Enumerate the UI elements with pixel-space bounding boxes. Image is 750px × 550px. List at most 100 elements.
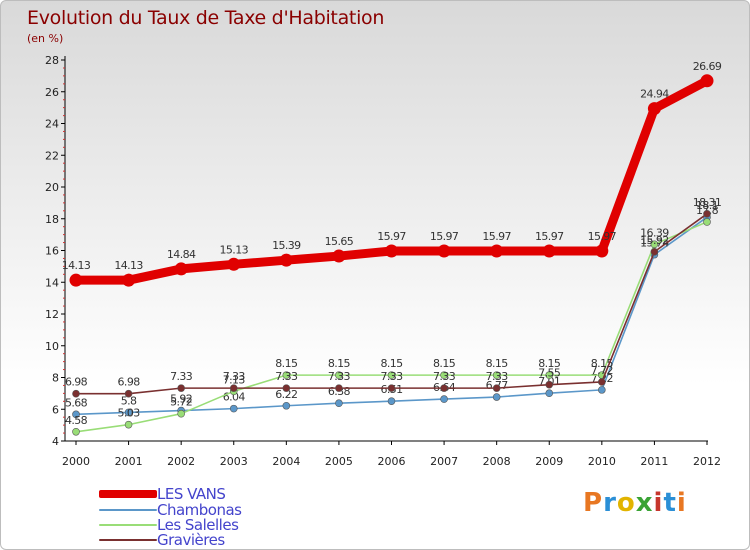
- data-point: [387, 384, 396, 392]
- data-point: [229, 404, 238, 413]
- x-tick-label: 2006: [378, 455, 406, 468]
- data-point: [545, 371, 554, 379]
- data-label: 15.97: [588, 230, 617, 243]
- data-label: 15.39: [272, 239, 301, 252]
- legend-item: Gravières: [99, 531, 259, 549]
- data-label: 15.92: [640, 234, 669, 247]
- data-label: 8.15: [538, 357, 561, 370]
- legend-item: LES VANS: [99, 485, 259, 503]
- x-tick-label: 2012: [693, 455, 721, 468]
- data-label: 7.33: [328, 370, 351, 383]
- y-tick-label: 24: [45, 118, 59, 131]
- data-label: 14.84: [167, 248, 196, 261]
- legend-label: Chambonas: [157, 501, 242, 519]
- y-tick-label: 22: [45, 149, 59, 162]
- data-point: [332, 249, 346, 263]
- data-point: [700, 74, 714, 88]
- data-label: 7.33: [433, 370, 456, 383]
- y-tick-label: 6: [52, 403, 59, 416]
- data-point: [492, 393, 501, 401]
- data-label: 8.15: [275, 357, 298, 370]
- data-point: [545, 380, 554, 389]
- data-label: 14.13: [62, 259, 91, 272]
- data-label: 14.13: [114, 259, 143, 272]
- data-label: 15.97: [377, 230, 406, 243]
- y-tick-label: 4: [52, 435, 59, 448]
- logo-letter: i: [653, 488, 664, 518]
- data-label: 8.15: [433, 357, 456, 370]
- data-point: [282, 401, 291, 410]
- data-label: 5.72: [170, 396, 192, 409]
- data-point: [650, 240, 659, 249]
- data-point: [72, 389, 80, 398]
- data-point: [440, 395, 448, 403]
- data-label: 6.22: [275, 388, 297, 401]
- data-label: 24.94: [640, 88, 669, 101]
- y-tick-label: 8: [52, 372, 59, 385]
- y-tick-label: 28: [45, 54, 59, 67]
- y-tick-label: 12: [45, 308, 59, 321]
- series-les-salelles: 4.58 5.03 5.72 7.13 8.15 8.15 8.15 8.15 8.15 8.15…: [65, 204, 719, 436]
- data-point: [282, 371, 291, 379]
- data-point: [647, 102, 661, 116]
- x-tick-label: 2001: [115, 455, 143, 468]
- data-label: 15.97: [482, 230, 511, 243]
- proxiti-logo: Proxiti: [583, 488, 687, 518]
- data-label: 16.39: [640, 226, 669, 239]
- data-point: [703, 218, 711, 226]
- data-point: [387, 397, 396, 405]
- x-tick-label: 2008: [483, 455, 511, 468]
- logo-letter: r: [603, 488, 617, 518]
- data-point: [124, 408, 133, 417]
- legend-label: Les Salelles: [157, 516, 239, 534]
- data-point: [490, 244, 504, 258]
- legend-swatch: [99, 490, 157, 498]
- data-point: [598, 386, 606, 394]
- y-tick-label: 18: [45, 213, 59, 226]
- data-point: [385, 244, 398, 258]
- data-point: [177, 384, 185, 392]
- logo-letter: t: [663, 488, 677, 518]
- data-label: 26.69: [693, 60, 722, 73]
- data-label: 8.15: [486, 357, 509, 370]
- x-tick-label: 2005: [325, 455, 353, 468]
- data-label: 7.33: [275, 370, 298, 383]
- data-label: 5.8: [121, 394, 137, 407]
- logo-letter: i: [676, 488, 687, 518]
- data-point: [72, 427, 80, 436]
- data-point: [598, 378, 606, 386]
- data-point: [72, 410, 80, 419]
- data-point: [440, 371, 448, 379]
- y-tick-label: 10: [45, 340, 59, 353]
- data-label: 5.68: [65, 396, 88, 409]
- data-point: [229, 384, 238, 392]
- x-tick-label: 2009: [535, 455, 563, 468]
- data-label: 15.13: [220, 243, 249, 256]
- data-point: [335, 399, 343, 408]
- x-tick-label: 2004: [272, 455, 300, 468]
- data-label: 7.33: [223, 370, 246, 383]
- y-tick-label: 14: [45, 276, 59, 289]
- data-label: 8.15: [328, 357, 351, 370]
- legend-swatch: [99, 539, 157, 541]
- legend-label: LES VANS: [157, 485, 226, 503]
- data-point: [703, 210, 711, 218]
- data-point: [542, 244, 556, 258]
- data-point: [124, 420, 133, 429]
- data-point: [387, 371, 396, 379]
- data-point: [174, 262, 188, 276]
- data-point: [595, 244, 609, 258]
- data-label: 15.65: [325, 235, 354, 248]
- y-tick-label: 16: [45, 245, 59, 258]
- legend-swatch: [99, 509, 157, 511]
- data-point: [122, 273, 136, 287]
- legend-label: Gravières: [157, 531, 225, 549]
- data-label: 4.58: [65, 414, 88, 427]
- legend-item: Les Salelles: [99, 516, 259, 534]
- data-label: 6.98: [118, 376, 141, 389]
- data-label: 7.33: [170, 370, 193, 383]
- chart-title: Evolution du Taux de Taxe d'Habitation: [27, 7, 385, 29]
- data-label: 18.31: [693, 196, 722, 209]
- data-label: 5.92: [170, 393, 192, 406]
- x-tick-label: 2010: [588, 455, 616, 468]
